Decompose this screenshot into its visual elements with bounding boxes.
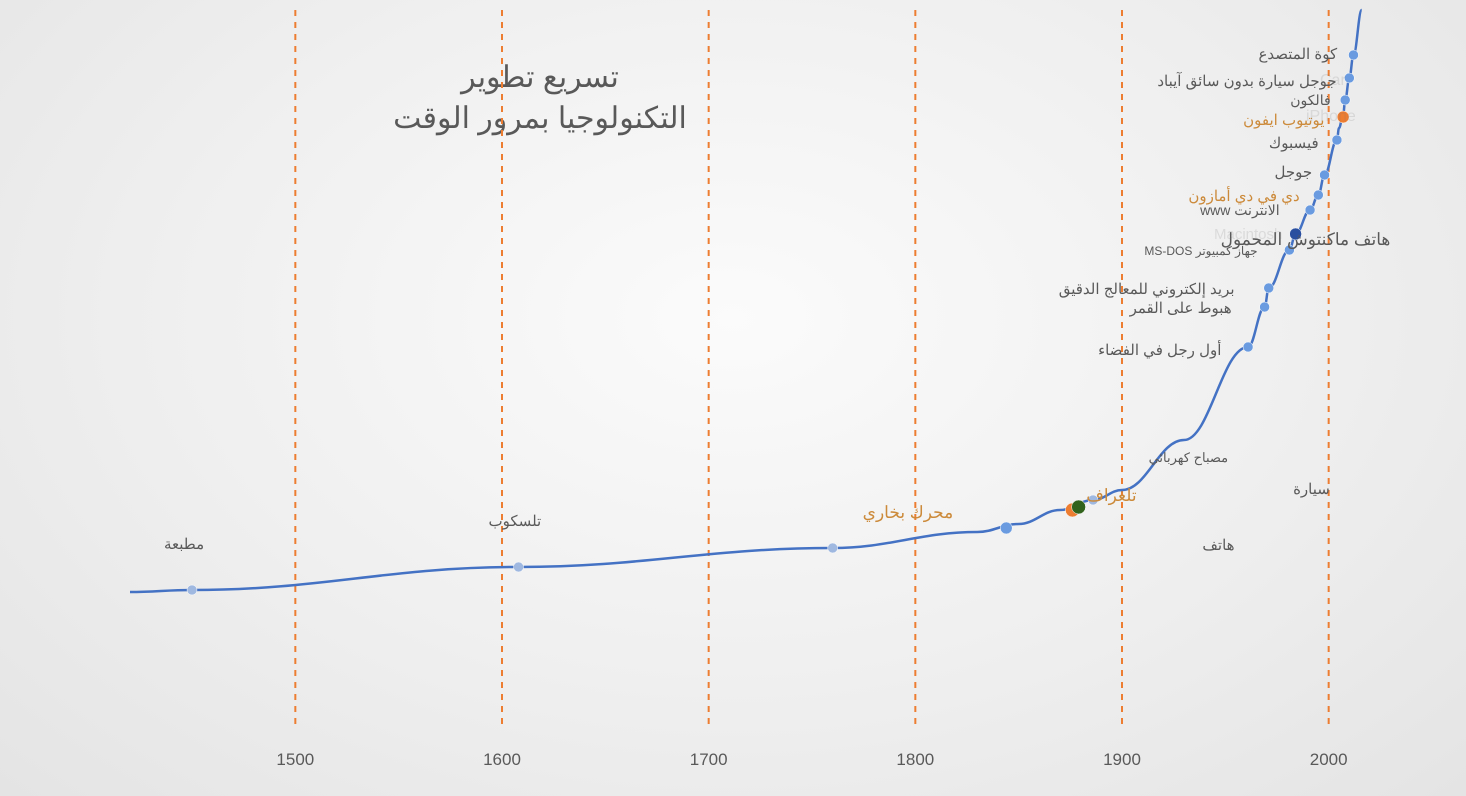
- data-point-facebook: [1332, 135, 1342, 145]
- data-point-lightbulb: [1072, 500, 1086, 514]
- chart-canvas: { "title": { "line1": "تسريع تطوير", "li…: [0, 0, 1466, 796]
- xtick-label: 1800: [896, 750, 934, 770]
- label-steam-engine: محرك بخاري: [863, 503, 954, 523]
- label-amazon-dvd: دي في دي أمازون: [1188, 187, 1299, 205]
- ghost-label: Car: [1320, 72, 1346, 90]
- label-google: جوجل: [1275, 163, 1313, 181]
- xtick-label: 1600: [483, 750, 521, 770]
- label-facebook: فيسبوك: [1269, 134, 1319, 152]
- label-oculus: كوة المتصدع: [1258, 45, 1337, 63]
- label-lightbulb: مصباح كهربائي: [1149, 450, 1229, 466]
- label-falcon: فالكون: [1290, 92, 1330, 109]
- data-point-telegraph: [1000, 522, 1012, 534]
- xtick-label: 1500: [276, 750, 314, 770]
- ghost-label: Macintosh: [1214, 226, 1282, 243]
- data-point-telescope: [514, 562, 524, 572]
- xtick-label: 2000: [1310, 750, 1348, 770]
- data-point-printing-press: [187, 585, 197, 595]
- data-point-first-man-space: [1243, 342, 1253, 352]
- label-moon-landing: هبوط على القمر: [1130, 299, 1232, 317]
- label-first-man-space: أول رجل في الفضاء: [1098, 341, 1221, 359]
- data-point-falcon: [1340, 95, 1350, 105]
- data-point-moon-landing: [1260, 302, 1270, 312]
- data-point-google: [1320, 170, 1330, 180]
- label-microprocessor-email: بريد إلكتروني للمعالج الدقيق: [1059, 280, 1235, 298]
- ghost-label: iPhone: [1306, 108, 1356, 126]
- label-automobile: سيارة: [1293, 480, 1330, 498]
- data-point-oculus: [1348, 50, 1358, 60]
- xtick-label: 1700: [690, 750, 728, 770]
- label-telephone: هاتف: [1202, 536, 1234, 554]
- label-google-selfdriving-ipad: جوجل سيارة بدون سائق آيباد: [1157, 72, 1336, 90]
- label-telescope: تلسكوب: [489, 512, 542, 530]
- data-point-amazon-dvd: [1313, 190, 1323, 200]
- data-point-www: [1305, 205, 1315, 215]
- label-telegraph: تلغراف: [1086, 486, 1136, 506]
- data-point-microprocessor-email: [1264, 283, 1274, 293]
- data-point-steam-engine: [828, 543, 838, 553]
- xtick-label: 1900: [1103, 750, 1141, 770]
- label-printing-press: مطبعة: [164, 535, 204, 553]
